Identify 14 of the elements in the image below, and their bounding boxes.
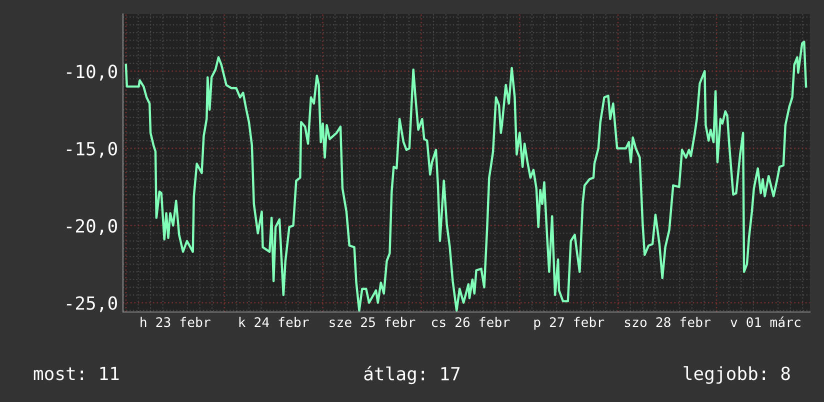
x-tick-label: p 27 febr [534, 316, 604, 330]
y-tick-label: -10,0 [66, 64, 117, 81]
x-tick-label: k 24 febr [239, 316, 309, 328]
x-tick-label: sze 25 febr [330, 316, 416, 328]
x-tick-label: h 23 febr [140, 316, 210, 328]
x-tick-label: cs 26 febr [432, 316, 510, 328]
y-tick-label: -25,0 [66, 296, 117, 312]
y-tick-label: -15,0 [66, 142, 117, 158]
text: most: 11 [34, 366, 119, 380]
y-tick-label: -20,0 [66, 219, 117, 235]
x-tick-label: v 01 márc [730, 316, 800, 328]
x-tick-label: szo 28 febr [624, 316, 710, 328]
text: legjobb: 8 [684, 366, 790, 384]
text: átlag: 17 [364, 366, 460, 384]
